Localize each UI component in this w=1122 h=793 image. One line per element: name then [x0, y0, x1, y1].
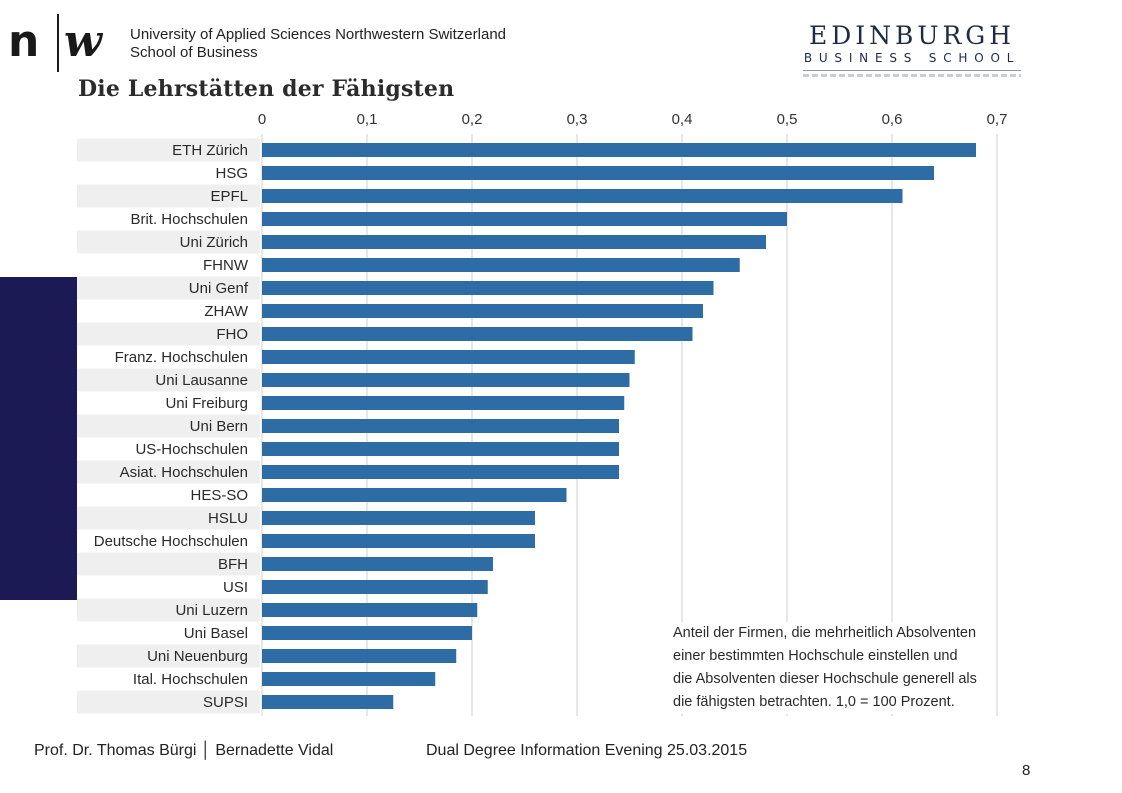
category-label: USI	[223, 579, 248, 596]
bar	[262, 396, 625, 410]
footer-authors: Prof. Dr. Thomas Bürgi │ Bernadette Vida…	[34, 742, 334, 759]
bar	[262, 534, 535, 548]
category-label: ZHAW	[204, 303, 248, 320]
category-label: HES-SO	[190, 487, 248, 504]
bar	[262, 166, 934, 180]
annotation-line-1: Anteil der Firmen, die mehrheitlich Abso…	[673, 625, 977, 641]
category-label: EPFL	[210, 188, 248, 205]
category-label: Asiat. Hochschulen	[120, 464, 248, 481]
category-label: HSG	[215, 165, 248, 182]
ebs-logo-tagline-strip	[803, 74, 1021, 77]
row-shade	[77, 230, 260, 254]
ebs-logo-rule	[803, 70, 1021, 71]
left-accent-bar	[0, 277, 77, 600]
university-name: University of Applied Sciences Northwest…	[130, 26, 506, 62]
university-name-line2: School of Business	[130, 44, 258, 61]
x-tick-label: 0,7	[987, 111, 1008, 128]
fhnw-logo-w: w	[64, 16, 102, 67]
category-label: Uni Luzern	[175, 602, 248, 619]
chart-annotation: Anteil der Firmen, die mehrheitlich Abso…	[669, 622, 981, 714]
category-label: Deutsche Hochschulen	[94, 533, 248, 550]
category-label: Uni Bern	[190, 418, 248, 435]
x-tick-label: 0,6	[882, 111, 903, 128]
edinburgh-business-school-logo: EDINBURGH BUSINESS SCHOOL	[803, 22, 1021, 77]
bar	[262, 649, 457, 663]
category-label: ETH Zürich	[172, 142, 248, 159]
bar	[262, 626, 472, 640]
category-label: SUPSI	[203, 694, 248, 711]
x-tick-label: 0,5	[777, 111, 798, 128]
bar	[262, 281, 714, 295]
row-shade	[77, 414, 260, 438]
bar	[262, 235, 766, 249]
bar	[262, 327, 693, 341]
category-label: HSLU	[208, 510, 248, 527]
category-label: FHNW	[203, 257, 249, 274]
category-label: Brit. Hochschulen	[130, 211, 248, 228]
bar	[262, 557, 493, 571]
category-label: Franz. Hochschulen	[115, 349, 248, 366]
chart-title: Die Lehrstätten der Fähigsten	[78, 76, 455, 102]
category-label: BFH	[218, 556, 248, 573]
category-label: Uni Basel	[184, 625, 248, 642]
bar	[262, 603, 478, 617]
bar	[262, 672, 436, 686]
ebs-logo-line2: BUSINESS SCHOOL	[803, 51, 1021, 65]
category-label: Uni Genf	[189, 280, 249, 297]
row-shade	[77, 184, 260, 208]
footer-event: Dual Degree Information Evening 25.03.20…	[426, 742, 748, 759]
row-shade	[77, 598, 260, 622]
bar	[262, 695, 394, 709]
annotation-line-4: die fähigsten betrachten. 1,0 = 100 Proz…	[673, 694, 955, 710]
bar	[262, 350, 635, 364]
bar	[262, 511, 535, 525]
university-name-line1: University of Applied Sciences Northwest…	[130, 26, 507, 43]
bar	[262, 442, 619, 456]
x-tick-label: 0,2	[462, 111, 483, 128]
row-shade	[77, 552, 260, 576]
page-number: 8	[1022, 762, 1031, 779]
bar	[262, 580, 488, 594]
category-label: Uni Neuenburg	[147, 648, 248, 665]
row-shade	[77, 690, 260, 714]
bar	[262, 143, 976, 157]
bar	[262, 465, 619, 479]
bar	[262, 258, 740, 272]
category-label: Uni Zürich	[180, 234, 248, 251]
row-shade	[77, 460, 260, 484]
category-label: Uni Lausanne	[155, 372, 248, 389]
bar	[262, 304, 703, 318]
row-shade	[77, 644, 260, 668]
bar	[262, 373, 630, 387]
row-shade	[77, 368, 260, 392]
category-label: Ital. Hochschulen	[133, 671, 248, 688]
category-label: Uni Freiburg	[165, 395, 248, 412]
category-label: US-Hochschulen	[135, 441, 248, 458]
annotation-line-2: einer bestimmten Hochschule einstellen u…	[673, 648, 958, 664]
fhnw-logo-divider	[57, 14, 59, 72]
row-shade	[77, 506, 260, 530]
x-tick-label: 0,1	[357, 111, 378, 128]
annotation-line-3: die Absolventen dieser Hochschule genere…	[673, 671, 977, 687]
x-tick-label: 0,4	[672, 111, 693, 128]
ebs-logo-line1: EDINBURGH	[808, 21, 1016, 50]
row-shade	[77, 138, 260, 162]
bar-chart: 0 0,1 0,2 0,3 0,4 0,5 0,6 0,7 ETH Zürich HSG EPFL B…	[77, 111, 1008, 716]
row-shade	[77, 276, 260, 300]
bar	[262, 488, 567, 502]
bar	[262, 419, 619, 433]
bar	[262, 189, 903, 203]
row-shade	[77, 322, 260, 346]
x-tick-label: 0	[258, 111, 266, 128]
category-label: FHO	[216, 326, 248, 343]
fhnw-logo-n: n	[8, 16, 39, 67]
x-tick-label: 0,3	[567, 111, 588, 128]
bar	[262, 212, 787, 226]
